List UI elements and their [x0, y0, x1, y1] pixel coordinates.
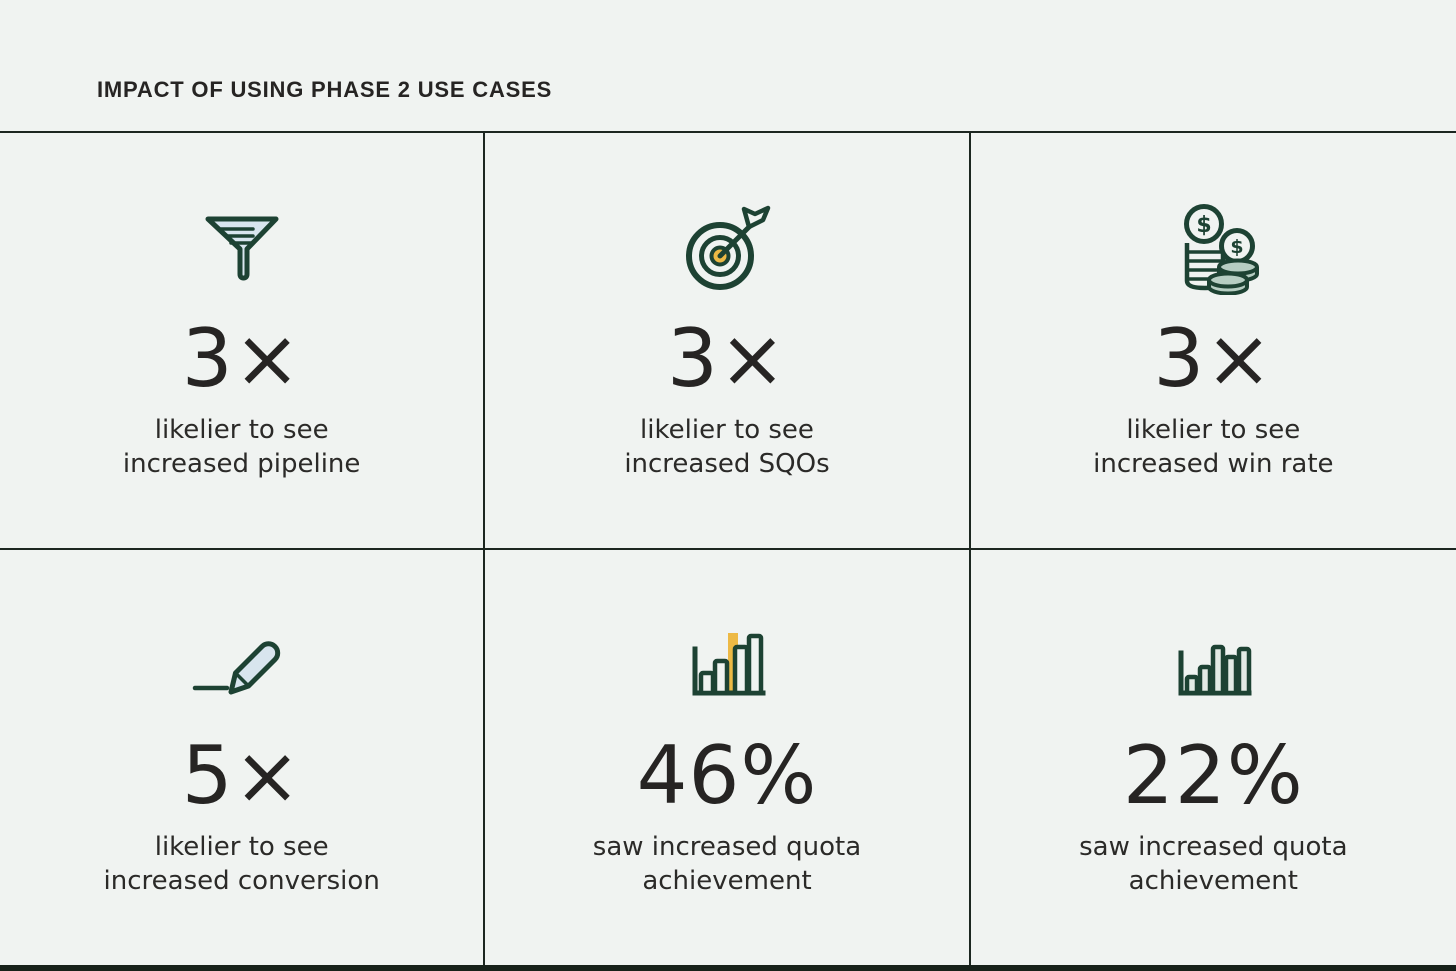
bar-chart-yellow-icon — [684, 620, 770, 712]
header: IMPACT OF USING PHASE 2 USE CASES — [0, 0, 1456, 131]
bar-chart-icon — [1170, 620, 1256, 712]
stat-label: saw increased quota achievement — [592, 832, 862, 896]
stat-value: 46% — [636, 729, 818, 822]
funnel-icon — [202, 203, 282, 295]
stat-cell-sqos: 3× likelier to see increased SQOs — [485, 133, 971, 550]
pencil-icon — [190, 620, 294, 712]
stat-cell-quota-46: 46% saw increased quota achievement — [485, 550, 971, 967]
stat-cell-win-rate: $ $ 3× likelier to see increased win r — [970, 133, 1456, 550]
stat-label: likelier to see increased SQOs — [624, 415, 830, 479]
stat-value: 5× — [181, 729, 302, 822]
stat-cell-conversion: 5× likelier to see increased conversion — [0, 550, 486, 967]
stat-label: likelier to see increased conversion — [103, 832, 380, 896]
coins-icon: $ $ — [1167, 203, 1260, 295]
bottom-accent-bar — [0, 965, 1456, 971]
stat-label: saw increased quota achievement — [1079, 832, 1348, 896]
stat-value: 3× — [1153, 312, 1274, 405]
target-icon — [681, 203, 773, 295]
stat-cell-pipeline: 3× likelier to see increased pipeline — [0, 133, 486, 550]
stat-label: likelier to see increased win rate — [1093, 415, 1334, 479]
stat-value: 3× — [181, 312, 302, 405]
page-title: IMPACT OF USING PHASE 2 USE CASES — [97, 77, 553, 102]
stat-value: 3× — [667, 312, 787, 405]
stat-value: 22% — [1122, 729, 1304, 822]
svg-text:$: $ — [1197, 213, 1212, 238]
svg-text:$: $ — [1231, 236, 1244, 258]
stat-label: likelier to see increased pipeline — [122, 415, 361, 479]
stat-cell-quota-22: 22% saw increased quota achievement — [970, 550, 1456, 967]
stats-grid: 3× likelier to see increased pipeline 3×… — [0, 131, 1456, 967]
